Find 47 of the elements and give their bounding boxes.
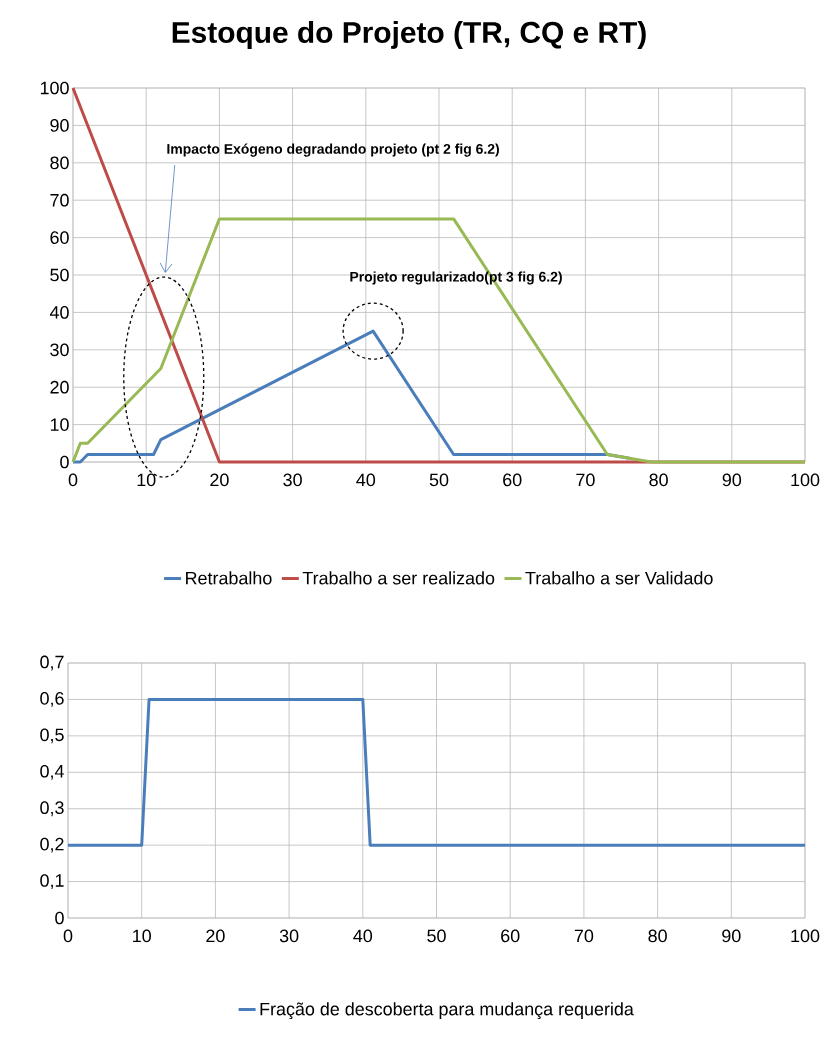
x-tick-label: 80 [648,929,667,943]
x-tick-label: 50 [427,929,446,943]
x-tick-label: 90 [722,473,742,487]
x-tick-label: 30 [279,929,299,943]
x-tick-label: 60 [501,929,520,943]
x-tick-label: 80 [649,473,668,487]
annotation: Impacto Exógeno degradando projeto (pt 2 fig 6.2) [167,143,499,157]
y-tick-label: 0 [60,455,69,469]
y-tick-label: 90 [50,119,69,132]
x-tick-label: 20 [206,929,225,943]
y-tick-label: 20 [50,380,69,394]
y-tick-label: 80 [50,156,69,170]
x-tick-label: 10 [133,929,151,943]
y-tick-label: 0,2 [40,837,64,853]
x-tick-label: 100 [791,929,820,943]
y-tick-label: 50 [50,268,69,282]
x-tick-label: 60 [503,473,522,487]
y-tick-label: 100 [40,81,69,95]
x-tick-label: 50 [429,473,449,487]
y-tick-label: 70 [50,193,69,207]
y-tick-label: 40 [49,306,69,319]
x-tick-label: 70 [574,929,594,943]
x-tick-label: 70 [576,473,595,487]
line-series [71,217,807,464]
x-tick-label: 30 [283,473,302,487]
x-tick-label: 20 [210,473,229,487]
y-tick-label: 0,6 [40,692,64,707]
y-tick-label: 10 [50,418,69,431]
y-tick-label: 60 [50,231,69,244]
y-tick-label: 0,3 [40,801,64,817]
y-tick-label: 0,1 [40,874,64,889]
y-tick-label: 0 [55,911,64,925]
y-tick-label: 30 [50,343,69,357]
x-tick-label: 10 [137,473,156,487]
legend-label: Trabalho a ser realizado [302,571,495,585]
x-tick-label: 40 [356,473,376,487]
y-tick-label: 0,7 [40,655,64,671]
x-tick-label: 0 [68,473,78,487]
y-tick-label: 0,4 [40,764,64,780]
chart-title: Estoque do Projeto (TR, CQ e RT) [172,21,646,49]
legend-label: Trabalho a ser Validado [525,571,713,585]
y-tick-label: 0,5 [40,728,64,744]
x-tick-label: 90 [722,929,741,943]
legend-label: Fração de descoberta para mudança requerida [260,1002,634,1020]
x-tick-label: 100 [791,473,820,487]
legend-label: Retrabalho [186,571,272,585]
x-tick-label: 40 [353,929,373,943]
